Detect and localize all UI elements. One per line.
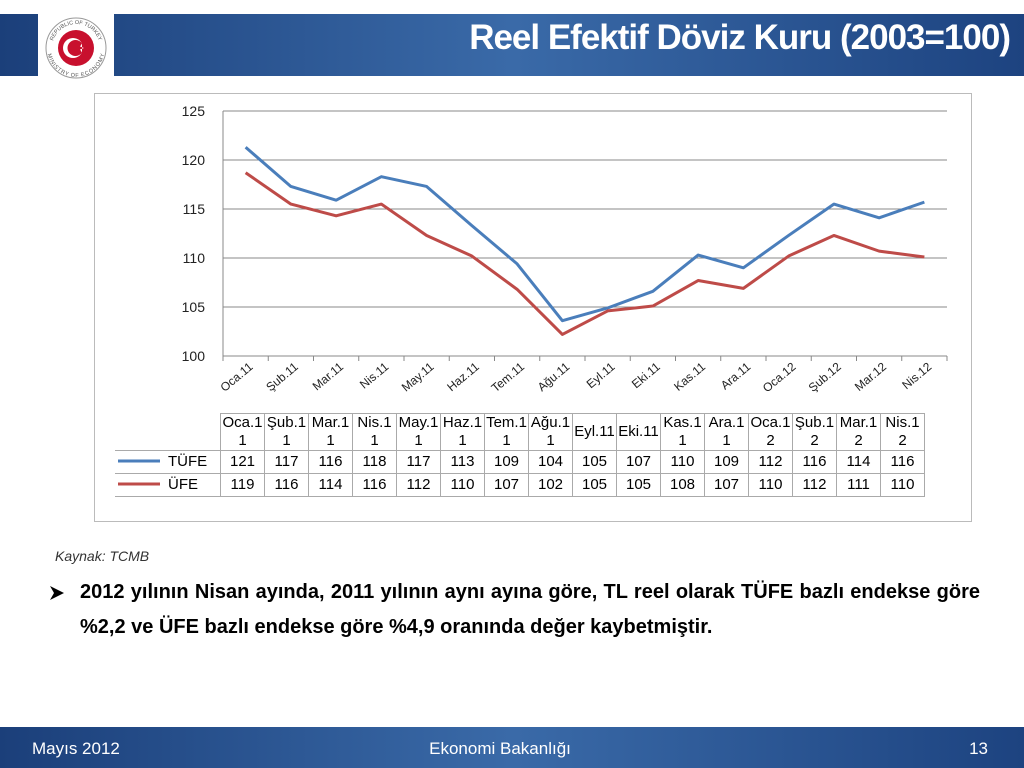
slide-title: Reel Efektif Döviz Kuru (2003=100) bbox=[469, 18, 1011, 57]
table-header: Oca.12 bbox=[748, 413, 793, 451]
chart: 100 105 110 115 120 125 Oca.11 Şub.11 Mar.11 Nis.… bbox=[182, 103, 948, 395]
table-value: 112 bbox=[396, 473, 441, 497]
table-header: Şub.12 bbox=[792, 413, 837, 451]
table-header: Tem.11 bbox=[484, 413, 529, 451]
x-tick-label: Mar.12 bbox=[852, 359, 889, 394]
table-value: 116 bbox=[880, 450, 925, 474]
table-value: 107 bbox=[704, 473, 749, 497]
x-tick-label: Oca.12 bbox=[760, 359, 799, 395]
data-table: Oca.11 Şub.11 Mar.11 Nis.11 May.11 Haz.11 Tem.… bbox=[115, 413, 925, 497]
x-tick-label: Tem.11 bbox=[489, 359, 528, 395]
table-header: May.11 bbox=[396, 413, 441, 451]
footer-center: Ekonomi Bakanlığı bbox=[429, 739, 571, 758]
footer-bar: Mayıs 2012 Ekonomi Bakanlığı 13 bbox=[0, 727, 1024, 768]
table-header: Ağu.11 bbox=[528, 413, 573, 451]
header-bar bbox=[0, 14, 1024, 76]
y-tick-label: 125 bbox=[182, 103, 206, 119]
source: Kaynak: TCMB bbox=[55, 548, 150, 564]
table-value: 110 bbox=[660, 450, 705, 474]
legend-label: ÜFE bbox=[168, 476, 198, 493]
x-tick-label: Ara.11 bbox=[718, 359, 754, 392]
table-value: 109 bbox=[704, 450, 749, 474]
table-value: 109 bbox=[484, 450, 529, 474]
table-row: Oca.11 Şub.11 Mar.11 Nis.11 May.11 Haz.11 Tem.… bbox=[115, 413, 925, 451]
table-value: 111 bbox=[836, 473, 881, 497]
legend-swatch bbox=[118, 459, 160, 463]
table-value: 110 bbox=[440, 473, 485, 497]
chart-box: 100 105 110 115 120 125 Oca.11 Şub.11 Mar.11 Nis.… bbox=[94, 93, 972, 522]
table-value: 121 bbox=[220, 450, 265, 474]
table-value: 116 bbox=[308, 450, 353, 474]
x-tick-label: Kas.11 bbox=[671, 359, 708, 393]
table-value: 107 bbox=[616, 450, 661, 474]
y-tick-label: 110 bbox=[183, 250, 206, 266]
table-header: Kas.11 bbox=[660, 413, 705, 451]
table-value: 102 bbox=[528, 473, 573, 497]
table-value: 113 bbox=[440, 450, 485, 474]
x-tick-label: Şub.11 bbox=[263, 359, 301, 394]
page-number: 13 bbox=[969, 739, 988, 758]
table-header: Şub.11 bbox=[264, 413, 309, 451]
series-line bbox=[244, 146, 925, 323]
x-tick-label: Oca.11 bbox=[218, 359, 256, 394]
table-value: 112 bbox=[792, 473, 837, 497]
x-tick-label: May.11 bbox=[399, 359, 437, 394]
table-value: 105 bbox=[572, 473, 617, 497]
x-tick-label: Şub.12 bbox=[806, 359, 844, 394]
legend-swatch bbox=[118, 482, 160, 486]
table-value: 119 bbox=[220, 473, 265, 497]
table-corner bbox=[115, 413, 221, 451]
table-value: 107 bbox=[484, 473, 529, 497]
table-header: Oca.11 bbox=[220, 413, 265, 451]
table-value: 110 bbox=[880, 473, 925, 497]
table-value: 105 bbox=[616, 473, 661, 497]
legend-cell: ÜFE bbox=[115, 473, 221, 497]
table-header: Eki.11 bbox=[616, 413, 661, 451]
y-tick-label: 115 bbox=[183, 201, 206, 217]
table-value: 105 bbox=[572, 450, 617, 474]
bullet-text: 2012 yılının Nisan ayında, 2011 yılının … bbox=[80, 581, 980, 638]
table-header: Nis.12 bbox=[880, 413, 925, 451]
table-header: Ara.11 bbox=[704, 413, 749, 451]
table-value: 117 bbox=[396, 450, 441, 474]
series-line bbox=[244, 171, 925, 336]
table-header: Mar.12 bbox=[836, 413, 881, 451]
x-tick-label: Nis.11 bbox=[357, 359, 392, 391]
x-tick-label: Eyl.11 bbox=[584, 359, 618, 391]
table-value: 114 bbox=[308, 473, 353, 497]
table-value: 117 bbox=[264, 450, 309, 474]
table-header: Nis.11 bbox=[352, 413, 397, 451]
table-value: 116 bbox=[264, 473, 309, 497]
table-value: 114 bbox=[836, 450, 881, 474]
table-value: 116 bbox=[352, 473, 397, 497]
table-value: 108 bbox=[660, 473, 705, 497]
bullet-arrow bbox=[50, 586, 64, 600]
x-tick-label: Ağu.11 bbox=[535, 359, 573, 394]
table-value: 110 bbox=[748, 473, 793, 497]
legend-cell: TÜFE bbox=[115, 450, 221, 474]
y-tick-label: 120 bbox=[182, 152, 206, 168]
footer-date: Mayıs 2012 bbox=[32, 739, 120, 758]
x-tick-label: Eki.11 bbox=[629, 359, 663, 391]
legend-label: TÜFE bbox=[168, 453, 208, 470]
x-tick-label: Haz.11 bbox=[444, 359, 482, 394]
table-header: Eyl.11 bbox=[572, 413, 617, 451]
x-tick-label: Nis.12 bbox=[899, 359, 934, 392]
table-header: Mar.11 bbox=[308, 413, 353, 451]
table-header: Haz.11 bbox=[440, 413, 485, 451]
table-value: 118 bbox=[352, 450, 397, 474]
table-value: 112 bbox=[748, 450, 793, 474]
logo-graphic: REPUBLIC OF TURKEY MINISTRY OF ECONOMY bbox=[45, 17, 107, 79]
logo: REPUBLIC OF TURKEY MINISTRY OF ECONOMY bbox=[38, 14, 114, 80]
table-row: ÜFE 119 116 114 116 112 110 107 102 105 105 108 107 1… bbox=[115, 473, 925, 497]
table-row: TÜFE 121 117 116 118 117 113 109 104 105 107 110 109… bbox=[115, 450, 925, 474]
y-tick-label: 105 bbox=[182, 299, 206, 315]
y-tick-label: 100 bbox=[182, 348, 206, 364]
x-tick-label: Mar.11 bbox=[310, 359, 347, 393]
table-value: 116 bbox=[792, 450, 837, 474]
table-value: 104 bbox=[528, 450, 573, 474]
